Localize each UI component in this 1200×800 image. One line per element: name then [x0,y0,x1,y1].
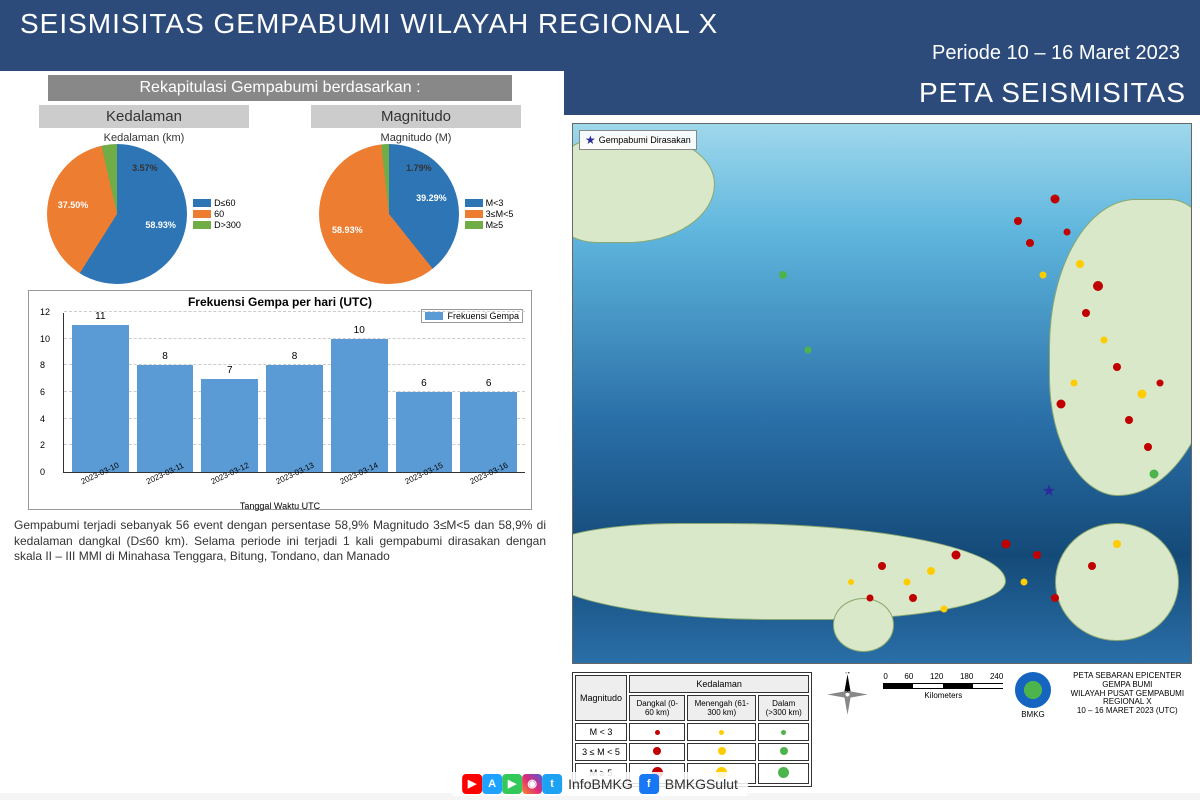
depth-col-title: Kedalaman [39,105,249,128]
map-caption: PETA SEBARAN EPICENTER GEMPA BUMI WILAYA… [1063,672,1192,787]
bar-item: 62023-03-16 [460,392,517,472]
social-icon: t [542,774,562,794]
epicenter-dot [1082,309,1090,317]
epicenter-dot [1113,363,1121,371]
epicenter-dot [1137,389,1146,398]
barchart-title: Frekuensi Gempa per hari (UTC) [35,295,525,309]
epicenter-dot [866,595,873,602]
epicenter-dot [1093,281,1103,291]
epicenter-dot [940,606,947,613]
epicenter-dot [878,562,886,570]
seismicity-map: ★Gempabumi Dirasakan ★ [572,123,1192,664]
compass-icon: N [820,672,875,787]
epicenter-dot [1051,195,1060,204]
mag-col-title: Magnitudo [311,105,521,128]
social-fb-label: BMKGSulut [665,776,738,792]
bar-item: 82023-03-11 [137,365,194,472]
header-banner: SEISMISITAS GEMPABUMI WILAYAH REGIONAL X… [0,0,1200,71]
right-panel: PETA SEISMISITAS ★Gempabumi Dirasakan ★ … [560,71,1200,793]
x-axis-label: Tanggal Waktu UTC [240,501,320,511]
epicenter-dot [952,551,961,560]
mag-subtitle: Magnitudo (M) [291,132,541,144]
epicenter-dot [1057,400,1066,409]
social-icon: ▶ [502,774,522,794]
depth-pie-column: Kedalaman Kedalaman (km) 58.93%37.50%3.5… [19,105,269,284]
epicenter-dot [1014,217,1022,225]
epicenter-dot [927,567,935,575]
epicenter-dot [1125,416,1133,424]
epicenter-dot [1033,551,1041,559]
bmkg-logo: BMKG [1011,672,1054,787]
epicenter-dot [1070,379,1077,386]
epicenter-dot [804,347,811,354]
bar-item: 62023-03-15 [396,392,453,472]
bar-item: 82023-03-13 [266,365,323,472]
epicenter-dot [779,271,787,279]
epicenter-dot [1039,271,1046,278]
epicenter-dot [1026,239,1034,247]
epicenter-dot [848,579,854,585]
legend-table: MagnitudoKedalamanDangkal (0-60 km)Menen… [572,672,812,787]
facebook-icon: f [639,774,659,794]
epicenter-dot [903,579,910,586]
social-icon: ▶ [462,774,482,794]
map-title: PETA SEISMISITAS [564,71,1200,115]
epicenter-dot [1088,562,1096,570]
period-label: Periode 10 – 16 Maret 2023 [20,42,1180,65]
epicenter-dot [1076,260,1084,268]
depth-legend: D≤6060D>300 [193,197,241,231]
rekap-title: Rekapitulasi Gempabumi berdasarkan : [48,75,512,101]
summary-text: Gempabumi terjadi sebanyak 56 event deng… [8,510,552,565]
social-bar: ▶A▶◉t InfoBMKG f BMKGSulut [452,772,748,797]
frequency-bar-chart: Frekuensi Gempa per hari (UTC) Frekuensi… [28,290,532,510]
epicenter-dot [1157,379,1164,386]
bar-item: 112023-03-10 [72,325,129,472]
epicenter-dot [1149,470,1158,479]
social-icon: A [482,774,502,794]
epicenter-dot [1064,228,1071,235]
depth-subtitle: Kedalaman (km) [19,132,269,144]
svg-text:N: N [845,672,850,675]
epicenter-dot [1144,443,1152,451]
map-footer-bar: MagnitudoKedalamanDangkal (0-60 km)Menen… [572,672,1192,787]
epicenter-dot [1021,579,1028,586]
mag-pie-column: Magnitudo Magnitudo (M) 39.29%58.93%1.79… [291,105,541,284]
epicenter-dot [1001,540,1010,549]
magnitude-legend: M<33≤M<5M≥5 [465,197,514,231]
left-panel: Rekapitulasi Gempabumi berdasarkan : Ked… [0,71,560,793]
bar-item: 72023-03-12 [201,379,258,472]
social-icon: ◉ [522,774,542,794]
page-title: SEISMISITAS GEMPABUMI WILAYAH REGIONAL X [20,8,1180,40]
epicenter-dot [1101,336,1108,343]
epicenter-dot [909,594,917,602]
magnitude-pie-chart: 39.29%58.93%1.79% [319,144,459,284]
epicenter-dot [1051,594,1059,602]
bar-item: 102023-03-14 [331,339,388,472]
map-star-legend: ★Gempabumi Dirasakan [579,130,697,150]
scale-bar: 060120180240 Kilometers [883,672,1003,787]
depth-pie-chart: 58.93%37.50%3.57% [47,144,187,284]
social-info-label: InfoBMKG [568,776,633,792]
epicenter-dot [1113,540,1121,548]
felt-earthquake-star: ★ [1042,481,1056,501]
